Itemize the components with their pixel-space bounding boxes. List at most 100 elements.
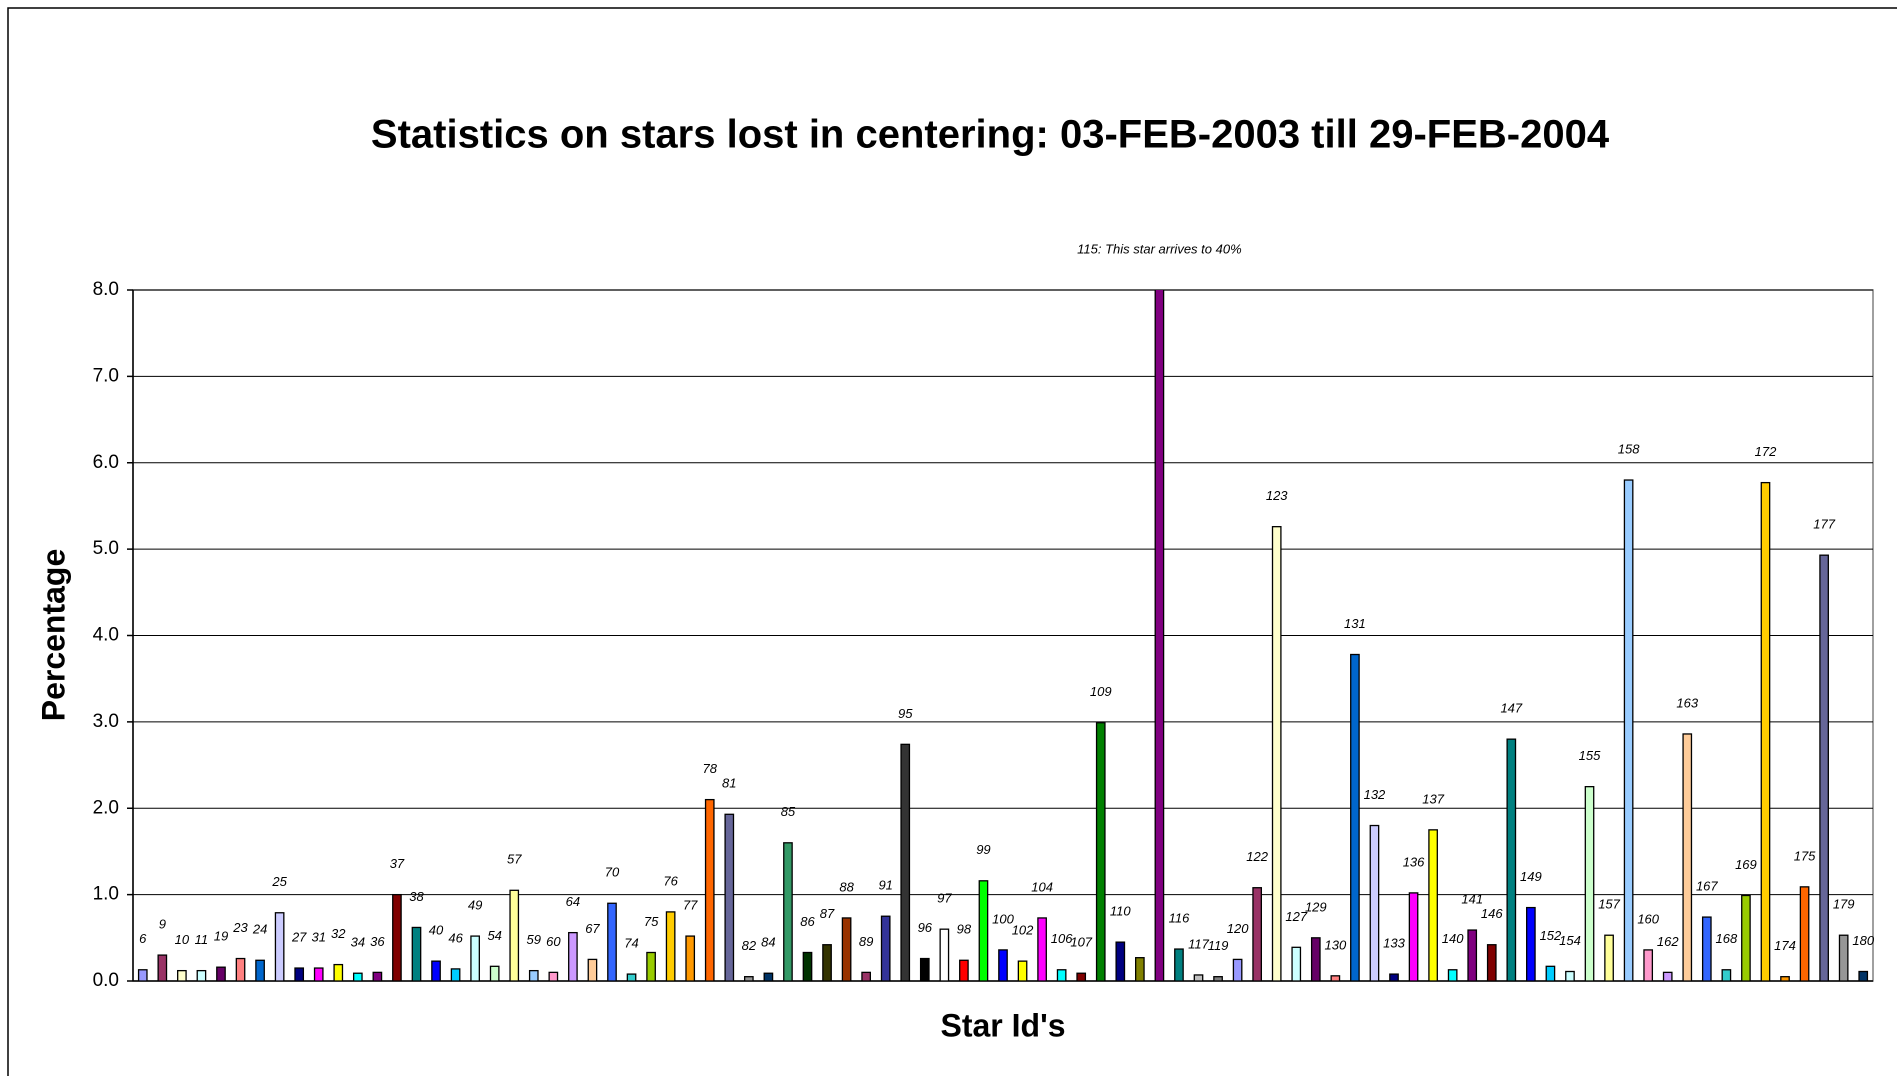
bar-label: 87 [820,906,835,921]
bar-label: 168 [1716,931,1738,946]
bar-label: 97 [937,891,952,906]
bar-label: 99 [976,842,990,857]
bar [1310,937,1321,981]
bar-label: 74 [624,936,638,951]
bar [1056,969,1067,981]
bar-label: 19 [214,929,228,944]
bar-label: 136 [1403,854,1425,869]
bar-label: 32 [331,926,346,941]
bar-label: 116 [1169,910,1190,925]
bar-label: 155 [1579,748,1601,763]
bar [470,935,480,981]
bar-label: 177 [1813,517,1835,532]
bar-label: 46 [448,930,463,945]
bar [196,969,207,981]
bar [743,976,754,981]
bar-label: 158 [1618,441,1640,456]
bar-label: 123 [1266,488,1288,503]
bar [528,969,539,981]
bar [1760,481,1771,981]
bar-label: 85 [781,804,796,819]
frame [7,7,1897,1076]
bar [313,967,324,981]
bar [1858,970,1869,981]
bar [919,957,930,981]
bar-label: 96 [918,920,933,935]
bar-label: 107 [1070,935,1092,950]
bar-label: 162 [1657,934,1679,949]
y-tick-label: 3.0 [93,711,119,732]
bar [1643,949,1654,981]
bar-label: 84 [761,935,775,950]
bar-label: 25 [271,874,287,889]
y-tick-label: 8.0 [93,279,119,300]
bar [1467,929,1478,981]
bar [1174,948,1184,981]
bar [1506,738,1517,981]
bar-label: 180 [1852,933,1874,948]
bar [861,971,871,981]
bar-label: 57 [507,852,522,867]
bar-label: 146 [1481,906,1503,921]
bar [1623,479,1634,981]
bar-label: 160 [1637,911,1659,926]
bar-label: 149 [1520,869,1542,884]
bar-label: 132 [1364,787,1386,802]
bar [1447,969,1458,981]
bar [1721,969,1732,981]
bar [1037,917,1047,981]
bar [724,813,735,981]
bar-label: 98 [957,922,972,937]
bar-label: 24 [252,922,267,937]
bar-label: 154 [1559,933,1581,948]
bar [587,958,598,981]
bar [1741,894,1751,981]
bar-label: 102 [1012,923,1034,938]
bar [1115,941,1126,981]
bar [880,915,891,981]
bar-label: 129 [1305,899,1327,914]
bar-label: 115: This star arrives to 40% [1077,241,1242,256]
bar-label: 82 [742,938,757,953]
bar [216,966,226,981]
bar-label: 152 [1540,928,1562,943]
bar [333,963,344,981]
y-tick-label: 7.0 [93,365,119,386]
y-tick-label: 0.0 [93,970,119,991]
bar-label: 141 [1461,891,1483,906]
bar [1017,960,1028,981]
bar-label: 137 [1422,791,1444,806]
bar-label: 10 [175,932,190,947]
bar [1408,892,1419,981]
bar [1545,965,1556,981]
bar [1252,887,1263,981]
bar [1350,653,1360,981]
bar-label: 78 [703,761,718,776]
bar-label: 36 [370,934,385,949]
bar-label: 100 [992,911,1014,926]
bar [704,798,715,981]
bar [1213,976,1223,981]
bar-label: 169 [1735,857,1757,872]
bar [1154,290,1165,981]
bar-label: 172 [1755,444,1777,459]
bar [1604,934,1614,981]
bar-label: 127 [1285,909,1307,924]
bar-label: 167 [1696,879,1718,894]
bar-label: 147 [1500,701,1522,716]
bar [392,893,402,981]
bar-label: 175 [1794,848,1816,863]
bar [978,880,989,981]
bar [646,951,656,981]
bar [1271,526,1282,981]
bar [177,969,187,981]
bar [802,951,813,981]
bar [372,971,383,981]
bar-label: 120 [1227,921,1249,936]
bar-label: 75 [644,914,659,929]
bar [665,911,676,981]
bar [294,967,305,981]
bar-label: 59 [527,932,541,947]
y-tick-label: 6.0 [93,452,119,473]
